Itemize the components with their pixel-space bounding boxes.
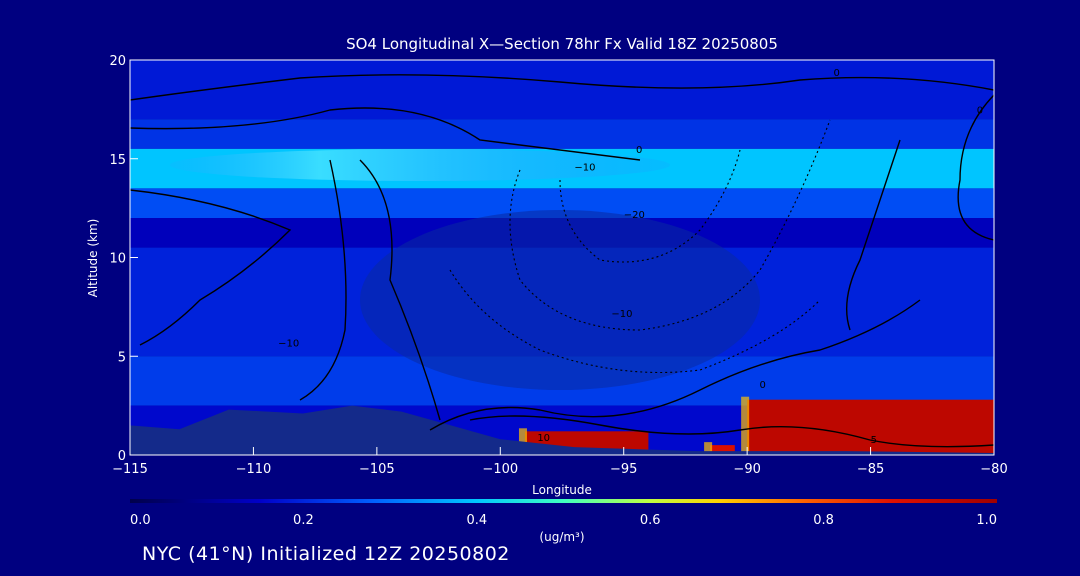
contour-labels: 0 0 −10 −20 −10 −10 0 10 5 0 [278,68,983,446]
colorbar-tick-label: 0.4 [466,513,487,528]
x-tick-label: −110 [236,462,272,477]
x-axis-label: Longitude [532,483,592,497]
region-edge [741,396,750,455]
footer-caption: NYC (41°N) Initialized 12Z 20250802 [142,543,510,565]
y-tick-label: 5 [118,350,126,365]
colorbar-tick-label: 1.0 [976,513,997,528]
contour-label: 5 [871,435,877,446]
contour-label: 0 [759,380,765,391]
mid-level-minimum [360,210,760,390]
colorbar-tick-label: 0.0 [130,513,151,528]
concentration-band [130,60,994,120]
contour-label: 10 [537,433,550,444]
colorbar-tick-label: 0.6 [640,513,661,528]
contour-line [957,94,994,241]
x-tick-label: −90 [733,462,760,477]
colorbar [130,499,997,503]
y-axis-label: Altitude (km) [86,219,100,298]
contour-lines [130,74,994,448]
x-tick-label: −105 [359,462,395,477]
contour-label: −20 [624,210,645,221]
x-tick-label: −100 [482,462,518,477]
x-tick-label: −95 [610,462,637,477]
x-axis: −115 −110 −105 −100 −95 −90 −85 −80 [112,447,1008,477]
chart-title: SO4 Longitudinal X—Section 78hr Fx Valid… [346,35,778,53]
contour-label: 0 [977,105,983,116]
contour-label: −10 [278,338,299,349]
x-tick-label: −85 [857,462,884,477]
colorbar-tick-label: 0.8 [813,513,834,528]
plot-area: 0 0 −10 −20 −10 −10 0 10 5 0 [130,60,994,455]
contour-line [845,139,901,331]
region-edge [704,442,713,455]
high-concentration-region [710,445,735,455]
x-tick-label: −115 [112,462,148,477]
contour-line [429,299,921,431]
y-tick-label: 0 [118,449,126,464]
colorbar-label: (ug/m³) [539,530,584,544]
contour-line [299,159,347,401]
contour-line [130,107,641,161]
concentration-band [130,119,994,149]
contour-label: −10 [611,309,632,320]
y-tick-label: 10 [109,252,126,267]
contour-line [130,189,292,346]
x-tick-label: −80 [980,462,1007,477]
upper-level-maximum [170,149,670,181]
contour-label: 0 [636,145,642,156]
contour-line [130,74,994,101]
y-tick-label: 20 [109,54,126,69]
colorbar-ticks: 0.0 0.2 0.4 0.6 0.8 1.0 [130,513,997,528]
contour-label: −10 [574,163,595,174]
contour-line-dashed [449,269,821,374]
contour-line [469,415,994,448]
terrain-mask [130,405,994,455]
y-axis: 0 5 10 15 20 [109,54,138,464]
y-tick-label: 15 [109,153,126,168]
colorbar-tick-label: 0.2 [293,513,314,528]
contour-lines-negative [449,119,831,374]
contour-line [359,159,441,421]
contour-label: 0 [834,68,840,79]
